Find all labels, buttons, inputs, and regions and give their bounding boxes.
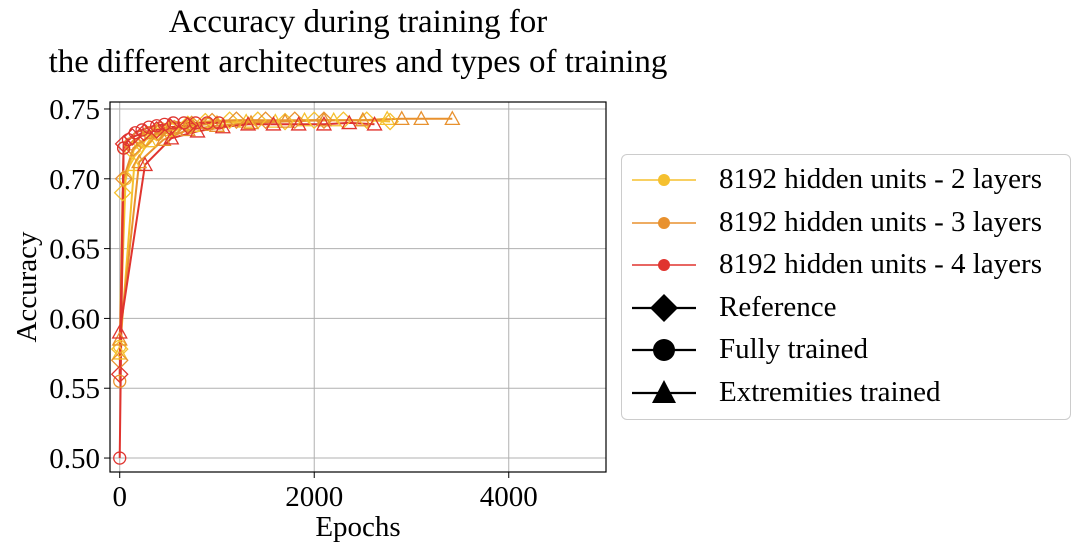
- data-point-diamond: [161, 119, 180, 138]
- legend-label: Fully trained: [719, 333, 869, 365]
- data-point-triangle: [163, 129, 180, 145]
- data-point-diamond: [227, 111, 246, 130]
- data-point-diamond: [182, 115, 201, 134]
- data-point-diamond: [110, 351, 129, 370]
- data-point-triangle: [126, 156, 143, 172]
- legend-item: 8192 hidden units - 2 layers: [622, 159, 1070, 201]
- data-point-triangle: [315, 111, 333, 127]
- data-point-triangle: [379, 110, 396, 126]
- y-tick-label: 0.70: [49, 164, 100, 196]
- data-point-triangle: [296, 111, 313, 127]
- legend-item: 8192 hidden units - 4 layers: [622, 244, 1070, 286]
- y-tick-label: 0.75: [49, 94, 100, 126]
- data-point-triangle: [265, 116, 282, 131]
- legend-key-circle-icon: [632, 259, 696, 271]
- data-point-diamond: [256, 111, 275, 130]
- data-point-diamond: [114, 169, 133, 188]
- data-point-triangle: [341, 114, 358, 130]
- data-point-circle: [121, 133, 136, 147]
- legend-key-circle-icon: [632, 339, 696, 361]
- x-tick-label: 0: [112, 481, 127, 513]
- series-line: [118, 117, 453, 340]
- legend-label: 8192 hidden units - 4 layers: [719, 248, 1042, 280]
- chart-title-line-1: Accuracy during training for: [168, 4, 548, 40]
- y-tick-label: 0.60: [49, 303, 100, 335]
- data-point-triangle: [366, 116, 383, 131]
- legend-item: Reference: [622, 287, 1070, 329]
- data-point-circle: [166, 116, 180, 130]
- data-point-circle: [128, 126, 142, 140]
- data-point-triangle: [290, 116, 307, 131]
- legend-item: Fully trained: [622, 329, 1070, 371]
- data-point-circle: [113, 374, 127, 388]
- legend-item: Extremities trained: [622, 372, 1070, 414]
- series-line: [118, 119, 324, 361]
- data-point-triangle: [239, 116, 257, 131]
- legend: 8192 hidden units - 2 layers 8192 hidden …: [621, 154, 1071, 420]
- data-point-diamond: [285, 111, 304, 130]
- y-tick-label: 0.50: [49, 443, 100, 475]
- data-point-triangle: [189, 122, 206, 138]
- data-point-triangle: [413, 110, 430, 126]
- data-point-diamond: [110, 365, 129, 384]
- data-point-triangle: [315, 116, 333, 131]
- data-point-circle: [157, 117, 172, 131]
- series-line: [118, 119, 391, 350]
- legend-key-circle-icon: [632, 174, 696, 186]
- data-point-triangle: [111, 324, 128, 339]
- data-point-diamond: [357, 111, 376, 130]
- y-tick-label: 0.65: [49, 234, 100, 266]
- x-axis-label: Epochs: [315, 511, 400, 543]
- data-point-triangle: [393, 110, 410, 126]
- data-point-triangle: [325, 111, 342, 127]
- data-point-circle: [113, 451, 127, 465]
- data-point-circle: [142, 120, 156, 134]
- legend-key-triangle-icon: [632, 379, 696, 403]
- data-point-diamond: [178, 116, 197, 135]
- y-tick-label: 0.55: [49, 373, 100, 405]
- chart-title-line-2: the different architectures and types of…: [48, 44, 668, 80]
- data-point-triangle: [111, 331, 128, 346]
- data-point-diamond: [305, 111, 324, 130]
- series-line: [118, 123, 208, 382]
- legend-label: Reference: [719, 290, 837, 323]
- data-point-triangle: [111, 344, 128, 360]
- data-point-triangle: [214, 118, 231, 134]
- data-point-diamond: [381, 112, 400, 131]
- data-point-circle: [150, 119, 164, 133]
- x-tick-label: 2000: [285, 481, 343, 513]
- legend-key-circle-icon: [632, 216, 696, 229]
- data-point-circle: [142, 126, 156, 140]
- data-point-diamond: [161, 118, 180, 137]
- legend-label: 8192 hidden units - 3 layers: [719, 205, 1042, 238]
- series-line: [118, 121, 375, 333]
- data-point-diamond: [315, 111, 333, 130]
- data-point-triangle: [354, 111, 371, 127]
- data-point-diamond: [276, 112, 294, 131]
- y-axis-label: Accuracy: [11, 231, 43, 343]
- legend-label: 8192 hidden units - 2 layers: [719, 163, 1042, 195]
- plot-frame: [109, 101, 607, 473]
- data-point-triangle: [242, 114, 260, 130]
- data-point-diamond: [220, 111, 239, 130]
- data-point-triangle: [444, 110, 461, 126]
- data-point-circle: [135, 123, 149, 137]
- data-point-diamond: [110, 340, 129, 359]
- data-point-triangle: [276, 113, 294, 128]
- data-point-diamond: [113, 183, 132, 202]
- data-point-triangle: [136, 156, 154, 172]
- legend-key-diamond-icon: [632, 293, 696, 322]
- x-tick-label: 4000: [480, 481, 538, 513]
- legend-label: Extremities trained: [719, 375, 941, 408]
- legend-item: 8192 hidden units - 3 layers: [622, 202, 1070, 244]
